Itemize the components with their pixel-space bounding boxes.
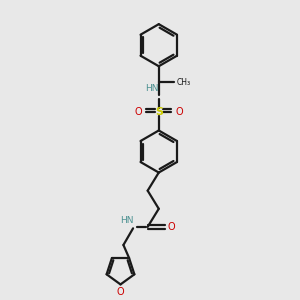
Text: S: S [155,107,163,117]
Text: CH₃: CH₃ [176,78,190,87]
Text: HN: HN [120,216,134,225]
Text: O: O [117,287,124,297]
Text: O: O [168,222,176,232]
Text: O: O [134,107,142,117]
Text: O: O [176,107,183,117]
Text: HN: HN [145,84,158,93]
